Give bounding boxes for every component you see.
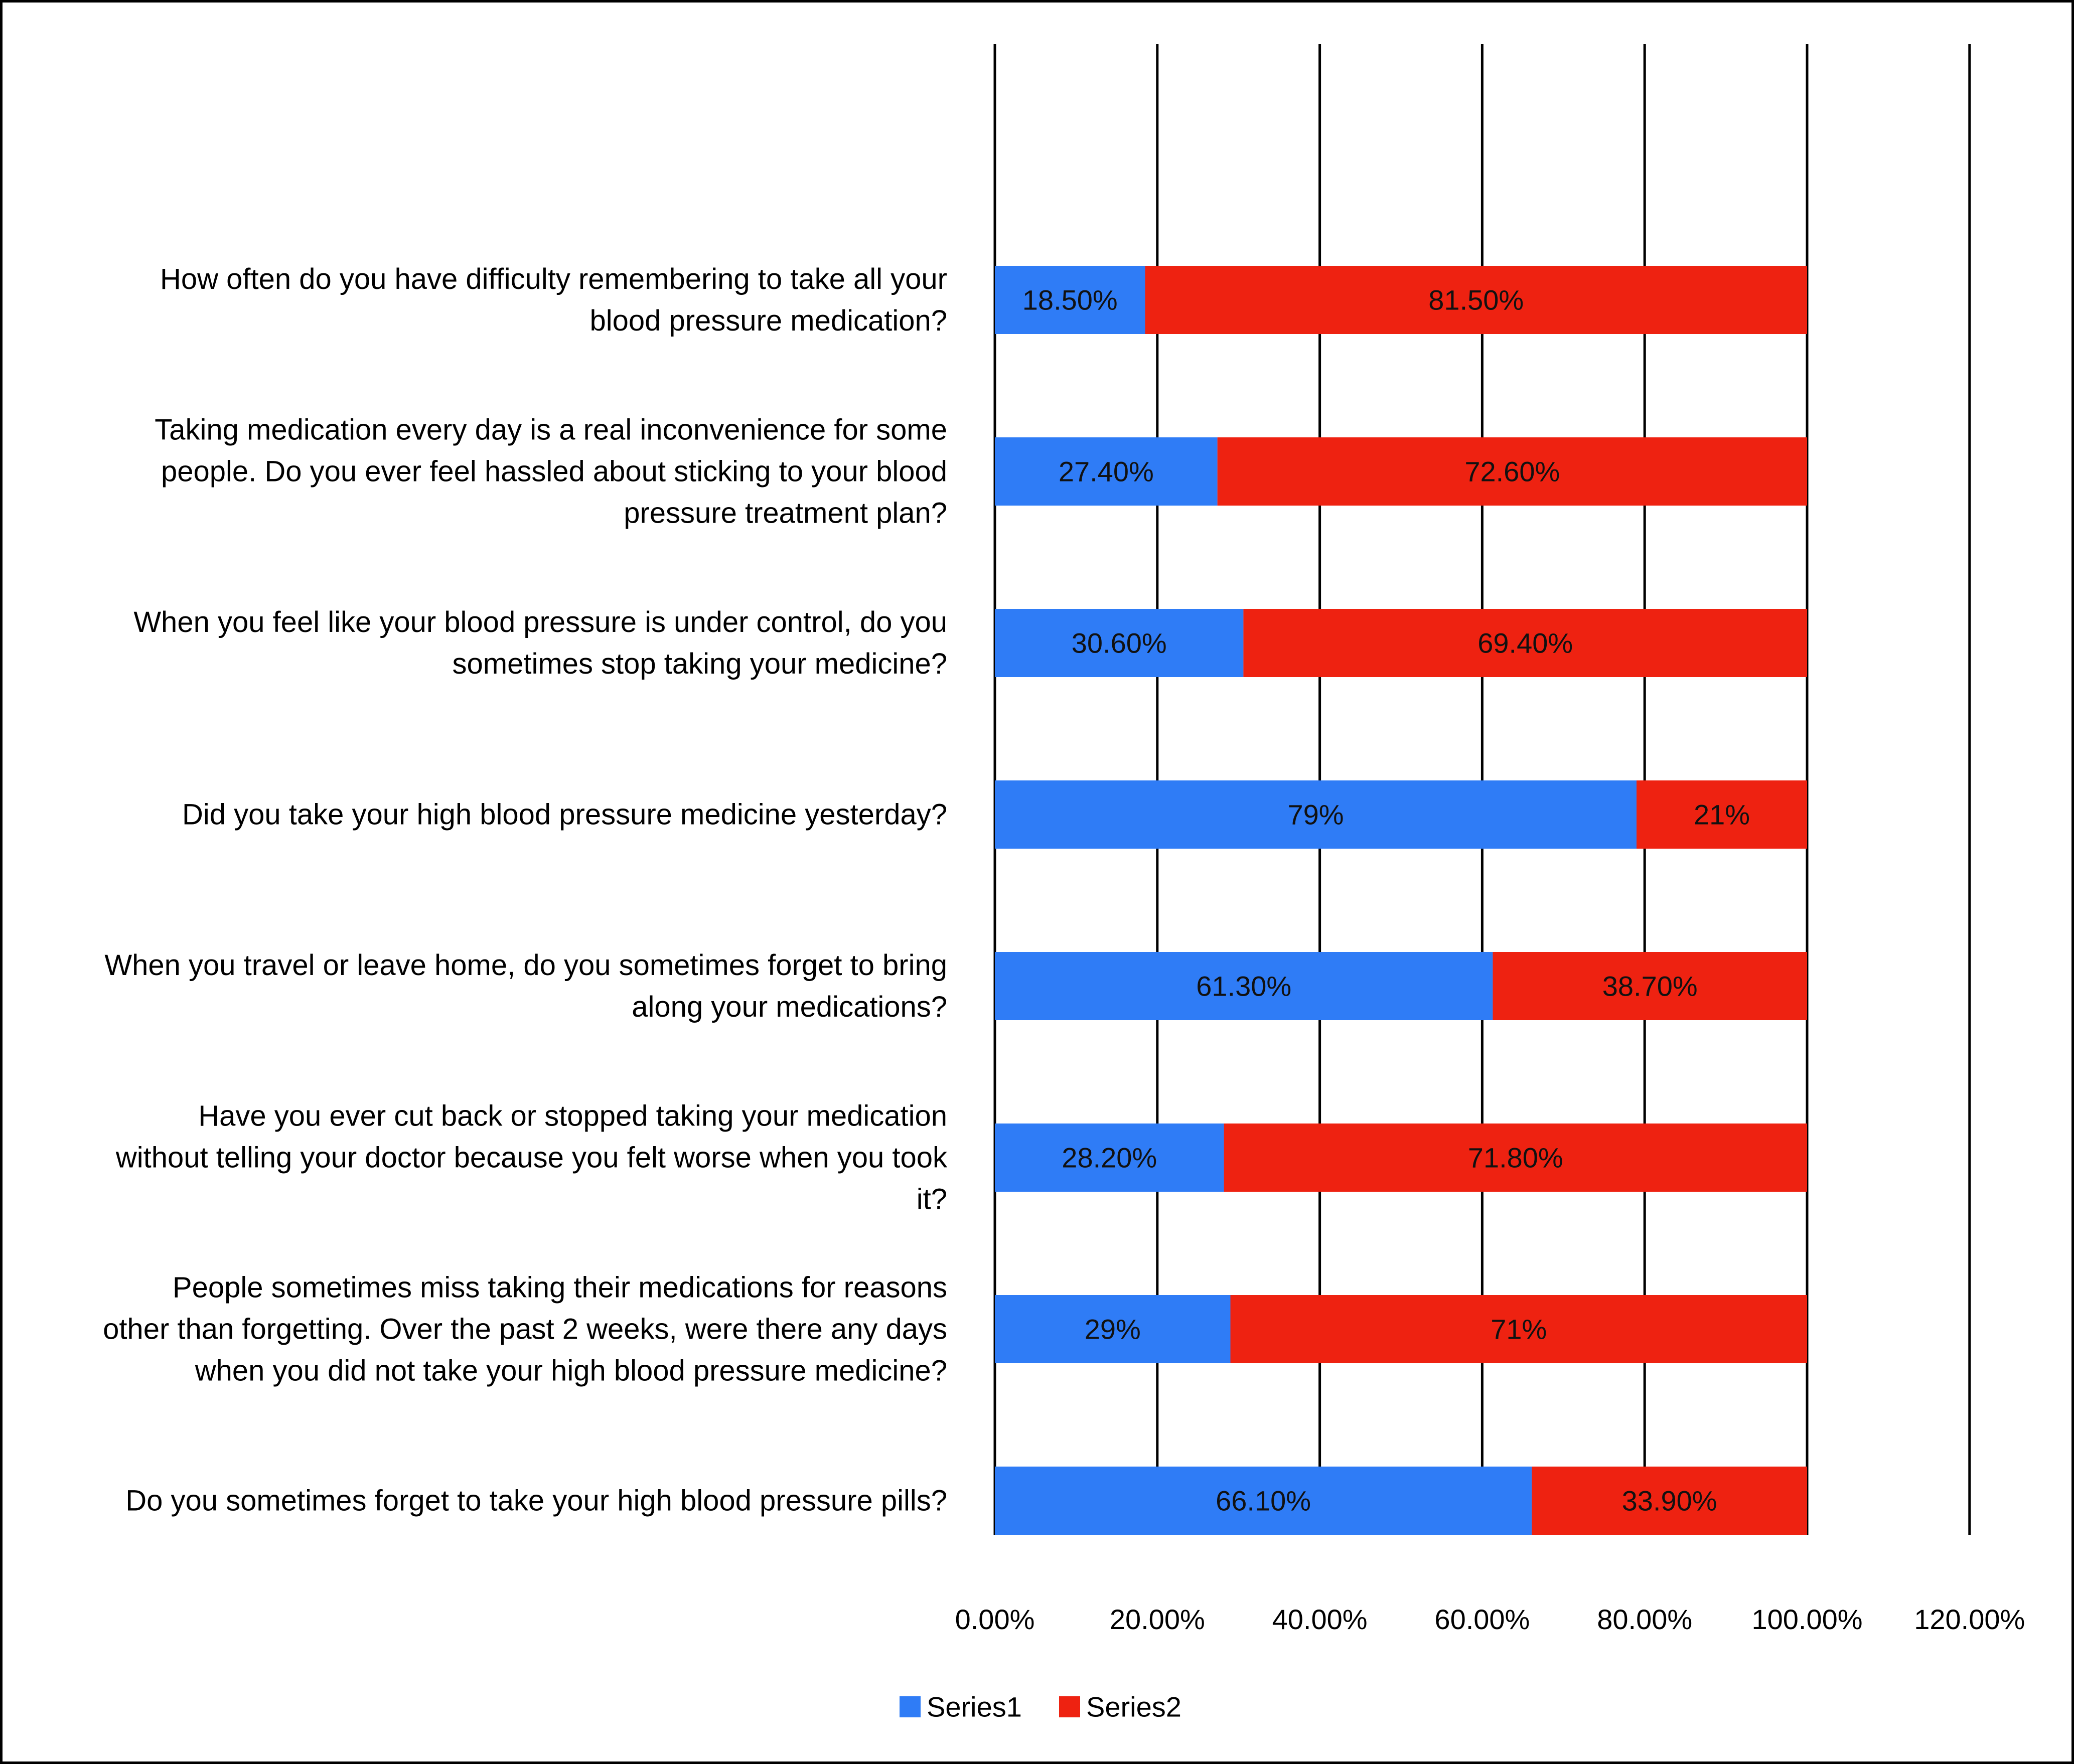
bar-series2-6 xyxy=(1230,1295,1807,1363)
x-axis-tick-labels: 0.00% 20.00% 40.00% 60.00% 80.00% 100.00% 120.… xyxy=(955,1603,2025,1635)
category-label-line: pressure treatment plan? xyxy=(624,497,947,530)
category-label-line: without telling your doctor because you … xyxy=(115,1142,948,1174)
bar-series1-3 xyxy=(995,780,1637,849)
category-label-line: people. Do you ever feel hassled about s… xyxy=(161,455,947,488)
bar-series1-7 xyxy=(995,1467,1532,1535)
category-label-2: When you feel like your blood pressure i… xyxy=(133,606,947,680)
legend-label-series2: Series2 xyxy=(1086,1691,1181,1723)
category-label-line: Have you ever cut back or stopped taking… xyxy=(198,1100,947,1133)
x-tick-label-6: 120.00% xyxy=(1914,1603,2025,1635)
bar-series2-2 xyxy=(1243,609,1807,677)
data-label-series2-1: 72.60% xyxy=(1464,456,1560,488)
legend: Series1 Series2 xyxy=(900,1691,1181,1723)
x-tick-label-2: 40.00% xyxy=(1272,1603,1368,1635)
data-label-series1-7: 66.10% xyxy=(1216,1485,1311,1517)
data-label-series1-0: 18.50% xyxy=(1022,284,1118,316)
category-labels: How often do you have difficulty remembe… xyxy=(103,263,948,1517)
category-label-3: Did you take your high blood pressure me… xyxy=(182,798,947,831)
data-label-series2-2: 69.40% xyxy=(1477,627,1573,659)
category-label-line: it? xyxy=(917,1183,947,1216)
category-label-line: along your medications? xyxy=(632,991,947,1023)
data-label-series1-2: 30.60% xyxy=(1072,627,1167,659)
category-label-0: How often do you have difficulty remembe… xyxy=(160,263,947,337)
x-tick-label-4: 80.00% xyxy=(1597,1603,1692,1635)
category-label-line: How often do you have difficulty remembe… xyxy=(160,263,947,295)
data-label-series2-0: 81.50% xyxy=(1428,284,1524,316)
category-label-line: when you did not take your high blood pr… xyxy=(195,1355,947,1387)
legend-label-series1: Series1 xyxy=(927,1691,1022,1723)
legend-swatch-series1 xyxy=(900,1696,921,1717)
x-tick-label-3: 60.00% xyxy=(1434,1603,1530,1635)
legend-swatch-series2 xyxy=(1059,1696,1080,1717)
data-label-series1-5: 28.20% xyxy=(1062,1142,1157,1174)
data-label-series2-5: 71.80% xyxy=(1468,1142,1563,1174)
bar-series2-4 xyxy=(1493,952,1807,1020)
category-label-7: Do you sometimes forget to take your hig… xyxy=(125,1485,947,1517)
data-label-series2-6: 71% xyxy=(1491,1314,1547,1345)
category-label-line: other than forgetting. Over the past 2 w… xyxy=(103,1313,947,1346)
bar-series1-4 xyxy=(995,952,1493,1020)
x-tick-label-0: 0.00% xyxy=(955,1603,1035,1635)
category-label-line: People sometimes miss taking their medic… xyxy=(173,1271,947,1304)
category-label-line: Do you sometimes forget to take your hig… xyxy=(125,1485,947,1517)
data-label-series1-1: 27.40% xyxy=(1059,456,1154,488)
category-label-1: Taking medication every day is a real in… xyxy=(155,414,947,530)
bar-series1-1 xyxy=(995,437,1218,506)
data-label-series1-4: 61.30% xyxy=(1196,971,1291,1002)
data-label-series2-4: 38.70% xyxy=(1602,971,1698,1002)
x-tick-label-5: 100.00% xyxy=(1751,1603,1862,1635)
category-label-line: When you feel like your blood pressure i… xyxy=(133,606,947,638)
x-tick-label-1: 20.00% xyxy=(1110,1603,1205,1635)
category-label-4: When you travel or leave home, do you so… xyxy=(104,949,947,1023)
category-label-6: People sometimes miss taking their medic… xyxy=(103,1271,947,1387)
bar-series1-0 xyxy=(995,266,1145,334)
category-label-line: sometimes stop taking your medicine? xyxy=(453,648,947,680)
data-label-series2-7: 33.90% xyxy=(1622,1485,1717,1517)
bar-series2-0 xyxy=(1145,266,1807,334)
bar-series1-5 xyxy=(995,1124,1224,1192)
data-label-series2-3: 21% xyxy=(1694,799,1750,831)
bar-series2-3 xyxy=(1637,780,1807,849)
category-label-line: When you travel or leave home, do you so… xyxy=(104,949,947,982)
bar-series1-6 xyxy=(995,1295,1231,1363)
category-label-line: blood pressure medication? xyxy=(589,304,947,337)
data-label-series1-6: 29% xyxy=(1085,1314,1141,1345)
category-label-5: Have you ever cut back or stopped taking… xyxy=(115,1100,948,1216)
category-label-line: Taking medication every day is a real in… xyxy=(155,414,947,446)
data-label-series1-3: 79% xyxy=(1287,799,1344,831)
bar-series2-7 xyxy=(1532,1467,1807,1535)
bar-series2-1 xyxy=(1217,437,1807,506)
bars: 18.50% 81.50% 27.40% 72.60% 30.60% 69.40% 79% 2… xyxy=(995,266,1807,1535)
bar-series2-5 xyxy=(1224,1124,1807,1192)
category-label-line: Did you take your high blood pressure me… xyxy=(182,798,947,831)
bar-series1-2 xyxy=(995,609,1244,677)
